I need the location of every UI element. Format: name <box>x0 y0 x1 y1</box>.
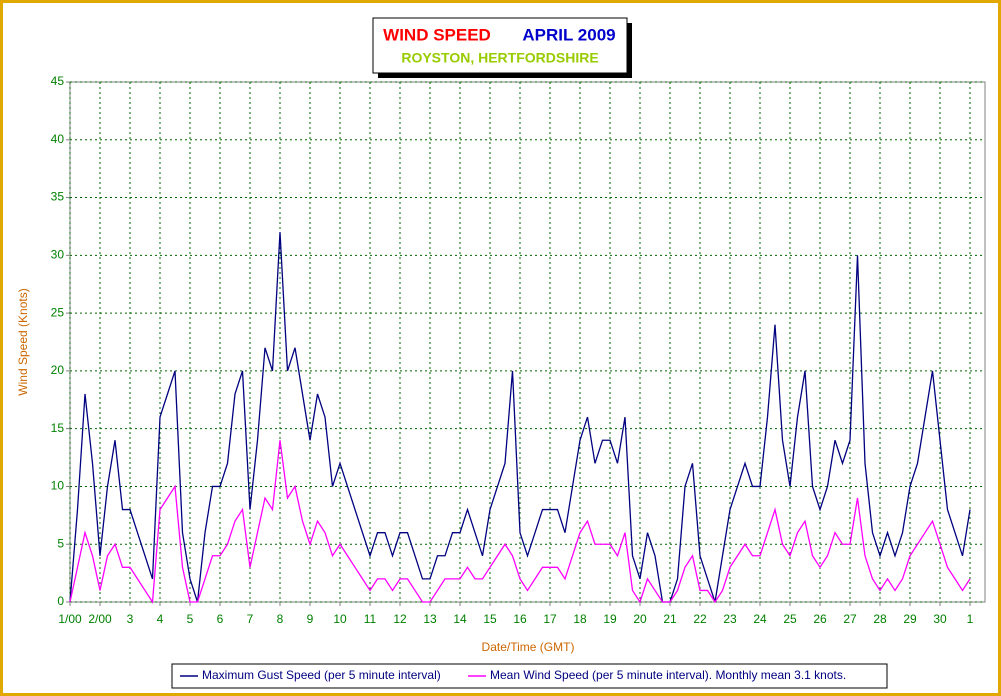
x-tick-label: 19 <box>603 612 617 626</box>
x-tick-label: 1 <box>967 612 974 626</box>
x-tick-label: 25 <box>783 612 797 626</box>
series-line <box>69 440 971 604</box>
x-tick-label: 10 <box>333 612 347 626</box>
x-tick-label: 21 <box>663 612 677 626</box>
x-tick-label: 16 <box>513 612 527 626</box>
chart-subtitle: ROYSTON, HERTFORDSHIRE <box>401 50 598 66</box>
x-tick-label: 17 <box>543 612 557 626</box>
x-tick-label: 27 <box>843 612 857 626</box>
x-axis-title: Date/Time (GMT) <box>482 640 575 654</box>
x-tick-label: 7 <box>247 612 254 626</box>
x-tick-label: 22 <box>693 612 707 626</box>
x-tick-label: 29 <box>903 612 917 626</box>
y-tick-label: 40 <box>51 132 65 146</box>
x-tick-label: 14 <box>453 612 467 626</box>
chart-title: WIND SPEED <box>383 25 491 44</box>
x-tick-label: 12 <box>393 612 407 626</box>
y-axis-title: Wind Speed (Knots) <box>16 288 30 395</box>
legend-label: Mean Wind Speed (per 5 minute interval).… <box>490 668 846 682</box>
legend-label: Maximum Gust Speed (per 5 minute interva… <box>202 668 441 682</box>
x-tick-label: 23 <box>723 612 737 626</box>
series-line <box>69 232 971 603</box>
legend <box>171 663 888 689</box>
y-tick-label: 35 <box>51 190 65 204</box>
x-tick-label: 4 <box>157 612 164 626</box>
y-tick-label: 5 <box>57 536 64 550</box>
x-tick-label: 9 <box>307 612 314 626</box>
y-tick-label: 30 <box>51 248 65 262</box>
x-tick-label: 5 <box>187 612 194 626</box>
plot-area <box>69 81 986 603</box>
x-tick-label: 30 <box>933 612 947 626</box>
x-tick-label: 28 <box>873 612 887 626</box>
y-tick-label: 20 <box>51 363 65 377</box>
y-tick-label: 0 <box>57 594 64 608</box>
x-tick-label: 3 <box>127 612 134 626</box>
y-tick-label: 15 <box>51 421 65 435</box>
chart-period: APRIL 2009 <box>522 25 615 44</box>
y-tick-label: 25 <box>51 305 65 319</box>
x-tick-label: 8 <box>277 612 284 626</box>
x-tick-label: 2/00 <box>88 612 112 626</box>
x-tick-label: 11 <box>364 612 377 626</box>
title-box <box>372 17 628 74</box>
x-tick-label: 6 <box>217 612 224 626</box>
y-tick-label: 10 <box>51 479 65 493</box>
x-tick-label: 20 <box>633 612 647 626</box>
y-tick-label: 45 <box>51 74 65 88</box>
x-tick-label: 1/00 <box>58 612 82 626</box>
x-tick-label: 18 <box>573 612 587 626</box>
x-tick-label: 15 <box>483 612 497 626</box>
x-tick-label: 13 <box>423 612 437 626</box>
x-tick-label: 26 <box>813 612 827 626</box>
x-tick-label: 24 <box>753 612 767 626</box>
